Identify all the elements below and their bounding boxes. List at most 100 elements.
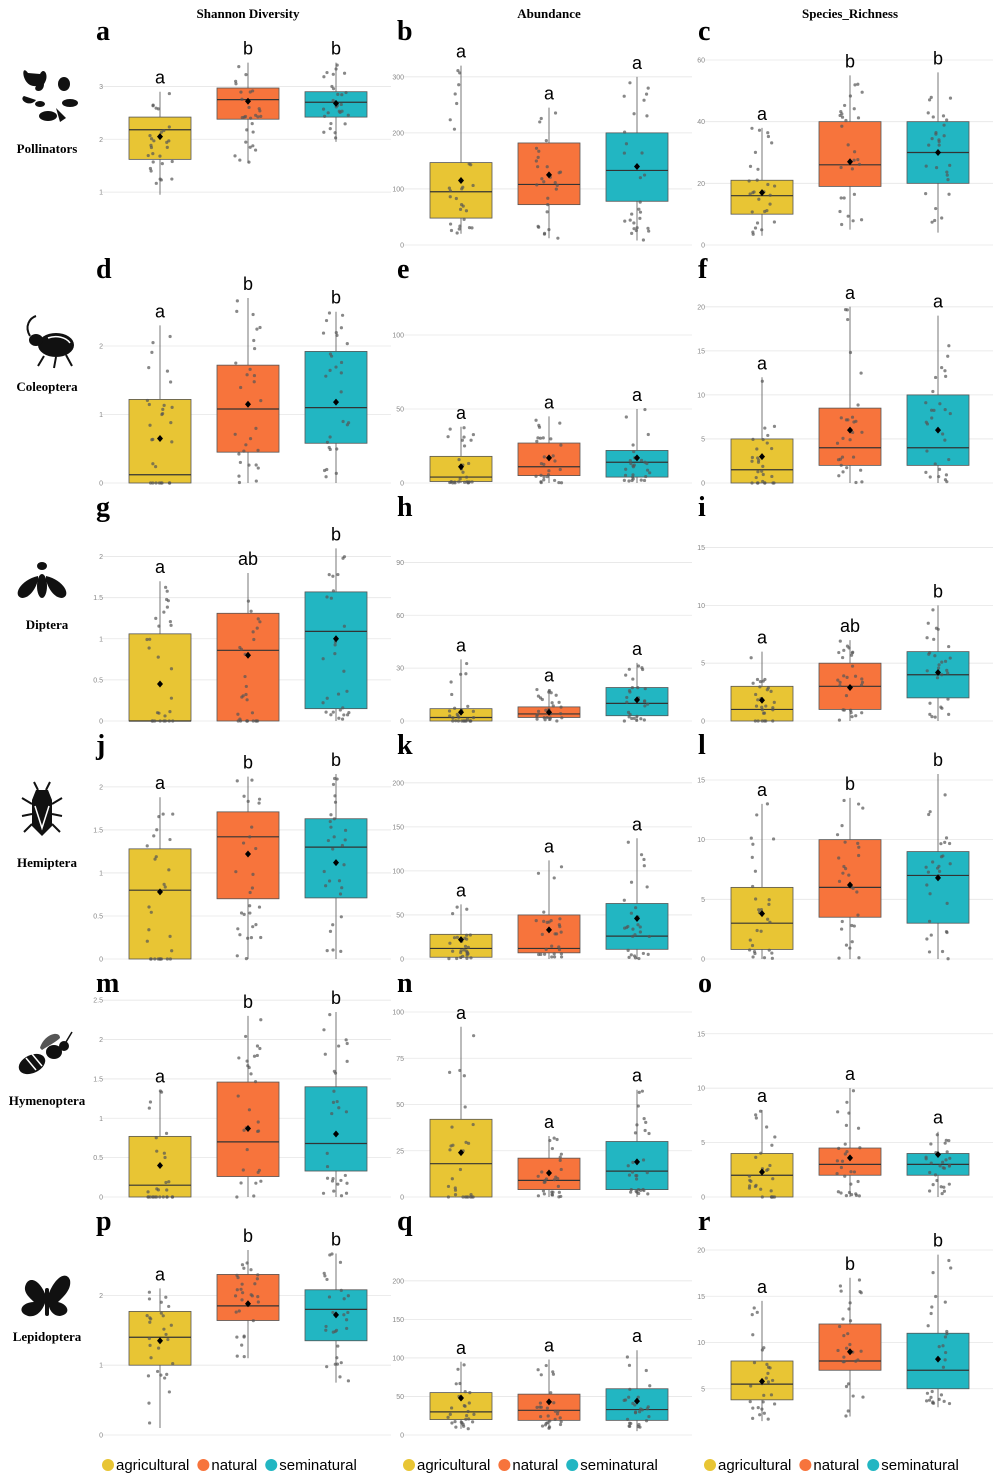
data-point [233, 154, 237, 158]
data-point [931, 115, 935, 119]
data-point [925, 669, 929, 673]
significance-label: a [632, 53, 643, 73]
data-point [637, 956, 641, 961]
y-tick-label: 300 [392, 74, 404, 81]
data-point [244, 684, 248, 689]
data-point [762, 1411, 766, 1415]
column-title-shannon: Shannon Diversity [197, 6, 300, 21]
data-point [167, 1390, 171, 1394]
data-point [248, 890, 252, 895]
data-point [941, 114, 946, 118]
data-point [549, 1391, 553, 1395]
mean-marker [935, 1355, 941, 1363]
data-point [257, 905, 262, 909]
data-point [538, 696, 543, 700]
data-point [948, 1156, 952, 1160]
data-point [454, 196, 458, 201]
data-point [840, 115, 845, 119]
data-point [250, 711, 255, 715]
data-point [940, 660, 944, 664]
y-tick-label: 1 [99, 190, 103, 197]
data-point [147, 365, 151, 370]
data-point [645, 468, 650, 472]
data-point [628, 712, 632, 717]
legend-label-seminatural: seminatural [279, 1457, 357, 1474]
data-point [759, 907, 763, 912]
data-point [542, 1180, 546, 1184]
data-point [638, 200, 642, 204]
data-point [933, 375, 938, 380]
data-point [147, 1421, 152, 1425]
data-point [556, 236, 560, 240]
data-point [465, 950, 469, 954]
data-point [637, 1191, 641, 1196]
data-point [464, 209, 469, 213]
data-point [934, 130, 938, 135]
data-point [459, 951, 463, 955]
data-point [324, 1328, 328, 1332]
y-tick-label: 10 [697, 1340, 705, 1347]
data-point [751, 1333, 755, 1337]
y-tick-label: 0 [99, 1195, 103, 1202]
data-point [170, 405, 174, 409]
data-point [245, 1261, 249, 1265]
data-point [239, 90, 243, 94]
data-point [857, 1194, 861, 1198]
legend-swatch-seminatural [867, 1459, 880, 1471]
data-point [558, 1416, 562, 1420]
data-point [536, 1174, 540, 1178]
data-point [642, 864, 646, 868]
data-point [770, 951, 774, 955]
data-point [555, 183, 559, 187]
data-point [255, 719, 260, 723]
data-point [547, 1426, 551, 1430]
data-point [552, 1136, 556, 1140]
mean-marker [759, 189, 765, 197]
mean-marker [458, 1149, 464, 1157]
y-tick-label: 5 [701, 1386, 705, 1393]
data-point [458, 477, 462, 481]
data-point [763, 209, 767, 214]
data-point [449, 680, 453, 684]
data-point [554, 1175, 558, 1179]
data-point [557, 945, 561, 949]
data-point [149, 1356, 153, 1360]
data-point [835, 1172, 839, 1176]
data-point [835, 1159, 839, 1163]
data-point [331, 1310, 335, 1315]
data-point [326, 111, 330, 115]
y-tick-label: 60 [697, 58, 705, 65]
data-point [646, 226, 650, 230]
data-point [861, 1395, 865, 1399]
data-point [848, 1319, 853, 1323]
column-titles: Shannon Diversity Abundance Species_Rich… [197, 6, 899, 21]
data-point [333, 1071, 338, 1075]
data-point [466, 1141, 471, 1145]
box-seminatural: b [304, 288, 368, 483]
data-point [631, 927, 635, 931]
data-point [246, 799, 250, 803]
data-point [943, 1358, 947, 1362]
data-point [642, 173, 647, 177]
data-point [758, 1413, 762, 1417]
data-point [643, 687, 647, 691]
data-point [749, 1384, 753, 1388]
data-point [336, 692, 341, 696]
y-tick-label: 150 [392, 824, 404, 831]
data-point [251, 89, 255, 93]
data-point [241, 1168, 245, 1172]
data-point [447, 957, 451, 961]
data-point [930, 1305, 934, 1309]
data-point [342, 624, 346, 628]
y-tick-label: 100 [392, 333, 404, 340]
mean-marker [245, 1300, 251, 1308]
data-point [944, 836, 949, 840]
data-point [344, 1191, 349, 1195]
data-point [838, 684, 842, 688]
data-point [242, 449, 246, 453]
data-point [150, 350, 154, 355]
data-point [648, 471, 652, 475]
data-point [334, 365, 338, 369]
